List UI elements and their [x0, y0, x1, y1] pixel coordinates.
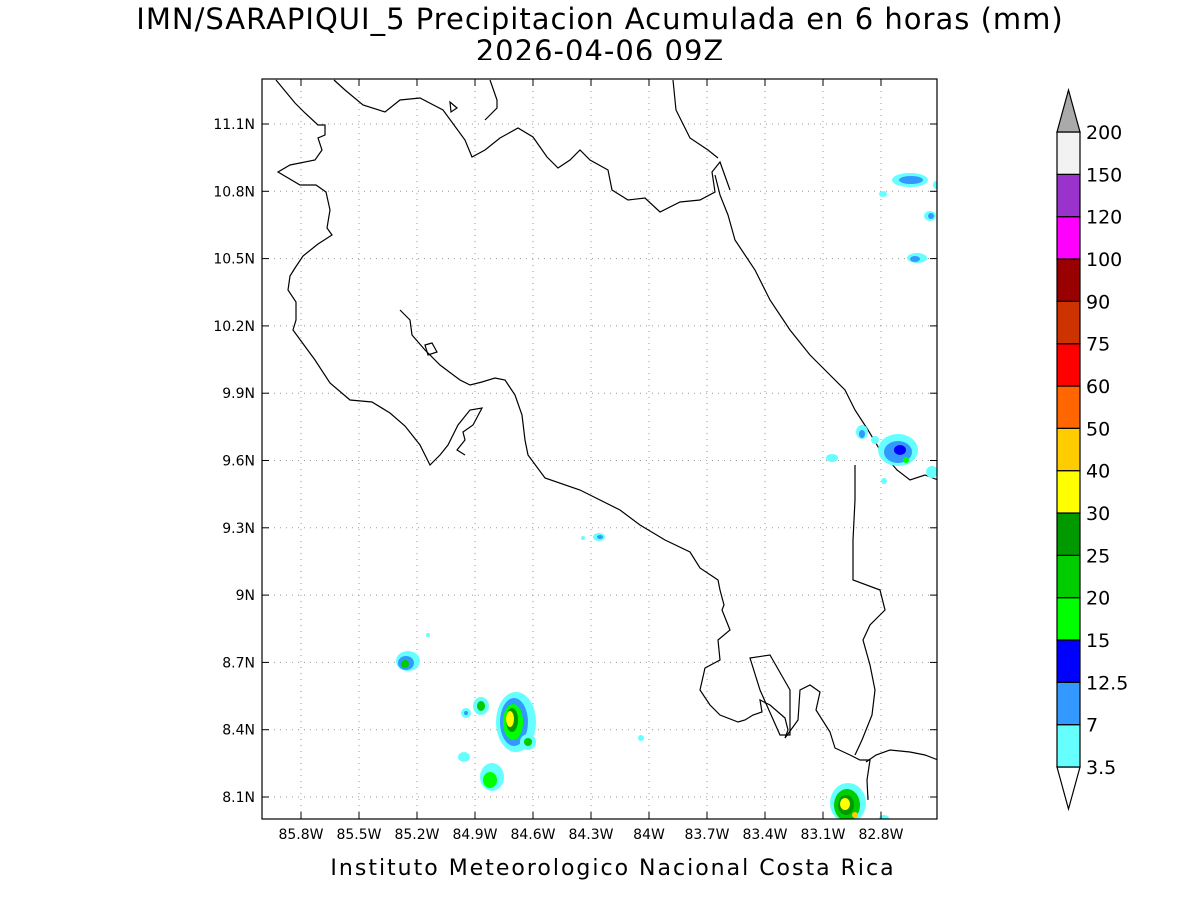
colorbar-label: 25 [1086, 545, 1110, 567]
latitude-ticks: 11.1N 10.8N 10.5N 10.2N 9.9N 9.6N 9.3N 9N 8.7N 8.… [213, 117, 937, 806]
lat-tick-label: 8.1N [222, 790, 255, 806]
colorbar-bin [1056, 300, 1081, 345]
lat-tick-label: 9.3N [222, 521, 255, 537]
colorbar-label: 30 [1086, 503, 1110, 525]
colorbar-label: 150 [1086, 164, 1122, 186]
lat-tick-label: 10.8N [213, 184, 255, 200]
lat-tick-label: 8.4N [222, 723, 255, 739]
coastline [275, 79, 939, 801]
lon-tick-label: 85.8W [278, 827, 323, 843]
colorbar-bin [1056, 173, 1081, 218]
lat-tick-label: 10.5N [213, 252, 255, 268]
colorbar-bin [1056, 681, 1081, 726]
lon-tick-label: 83.4W [742, 827, 787, 843]
lat-tick-label: 8.7N [222, 655, 255, 671]
lon-tick-label: 85.2W [394, 827, 439, 843]
credit-text: Instituto Meteorologico Nacional Costa R… [330, 856, 896, 881]
colorbar-label: 200 [1086, 122, 1122, 144]
lat-tick-label: 10.2N [213, 319, 255, 335]
lat-tick-label: 9.9N [222, 386, 255, 402]
colorbar-label: 75 [1086, 334, 1110, 356]
colorbar-bin [1056, 724, 1081, 768]
colorbar-label: 120 [1086, 207, 1122, 229]
colorbar-label: 50 [1086, 418, 1110, 440]
colorbar-bin [1056, 216, 1081, 260]
colorbar-label: 12.5 [1086, 672, 1128, 694]
colorbar-bin [1056, 597, 1081, 641]
map-grid [262, 79, 937, 819]
lat-tick-label: 9.6N [222, 454, 255, 470]
colorbar-bin [1056, 343, 1081, 387]
colorbar-label: 90 [1086, 291, 1110, 313]
colorbar-label: 60 [1086, 376, 1110, 398]
colorbar: 3.5 7 12.5 15 20 25 30 40 50 60 75 90 100 120 150 200 [1056, 87, 1128, 812]
lon-tick-label: 84.3W [568, 827, 613, 843]
colorbar-bottom-triangle [1056, 766, 1081, 812]
colorbar-bin [1056, 131, 1081, 175]
colorbar-label: 15 [1086, 630, 1110, 652]
colorbar-label: 100 [1086, 249, 1122, 271]
lon-tick-label: 82.8W [858, 827, 903, 843]
precipitation-areas [396, 173, 939, 823]
map-title: IMN/SARAPIQUI_5 Precipitacion Acumulada … [136, 2, 1064, 36]
colorbar-top-triangle [1056, 87, 1081, 133]
colorbar-bin [1056, 258, 1081, 302]
colorbar-bin [1056, 470, 1081, 514]
colorbar-label: 20 [1086, 588, 1110, 610]
lon-tick-label: 85.5W [336, 827, 381, 843]
colorbar-bin [1056, 639, 1081, 683]
colorbar-label: 40 [1086, 461, 1110, 483]
lon-tick-label: 83.7W [684, 827, 729, 843]
lat-tick-label: 11.1N [213, 117, 255, 133]
map-frame [261, 78, 938, 820]
lon-tick-label: 83.1W [800, 827, 845, 843]
colorbar-label: 3.5 [1086, 757, 1116, 779]
lat-tick-label: 9N [236, 588, 255, 604]
colorbar-bin [1056, 512, 1081, 556]
colorbar-bin [1056, 427, 1081, 472]
lon-tick-label: 84.6W [510, 827, 555, 843]
colorbar-bin [1056, 385, 1081, 429]
colorbar-bin [1056, 554, 1081, 599]
lon-tick-label: 84.9W [452, 827, 497, 843]
lon-tick-label: 84W [633, 827, 665, 843]
longitude-ticks: 85.8W 85.5W 85.2W 84.9W 84.6W 84.3W 84W 83.7W 83… [278, 79, 904, 843]
colorbar-label: 7 [1086, 715, 1098, 737]
